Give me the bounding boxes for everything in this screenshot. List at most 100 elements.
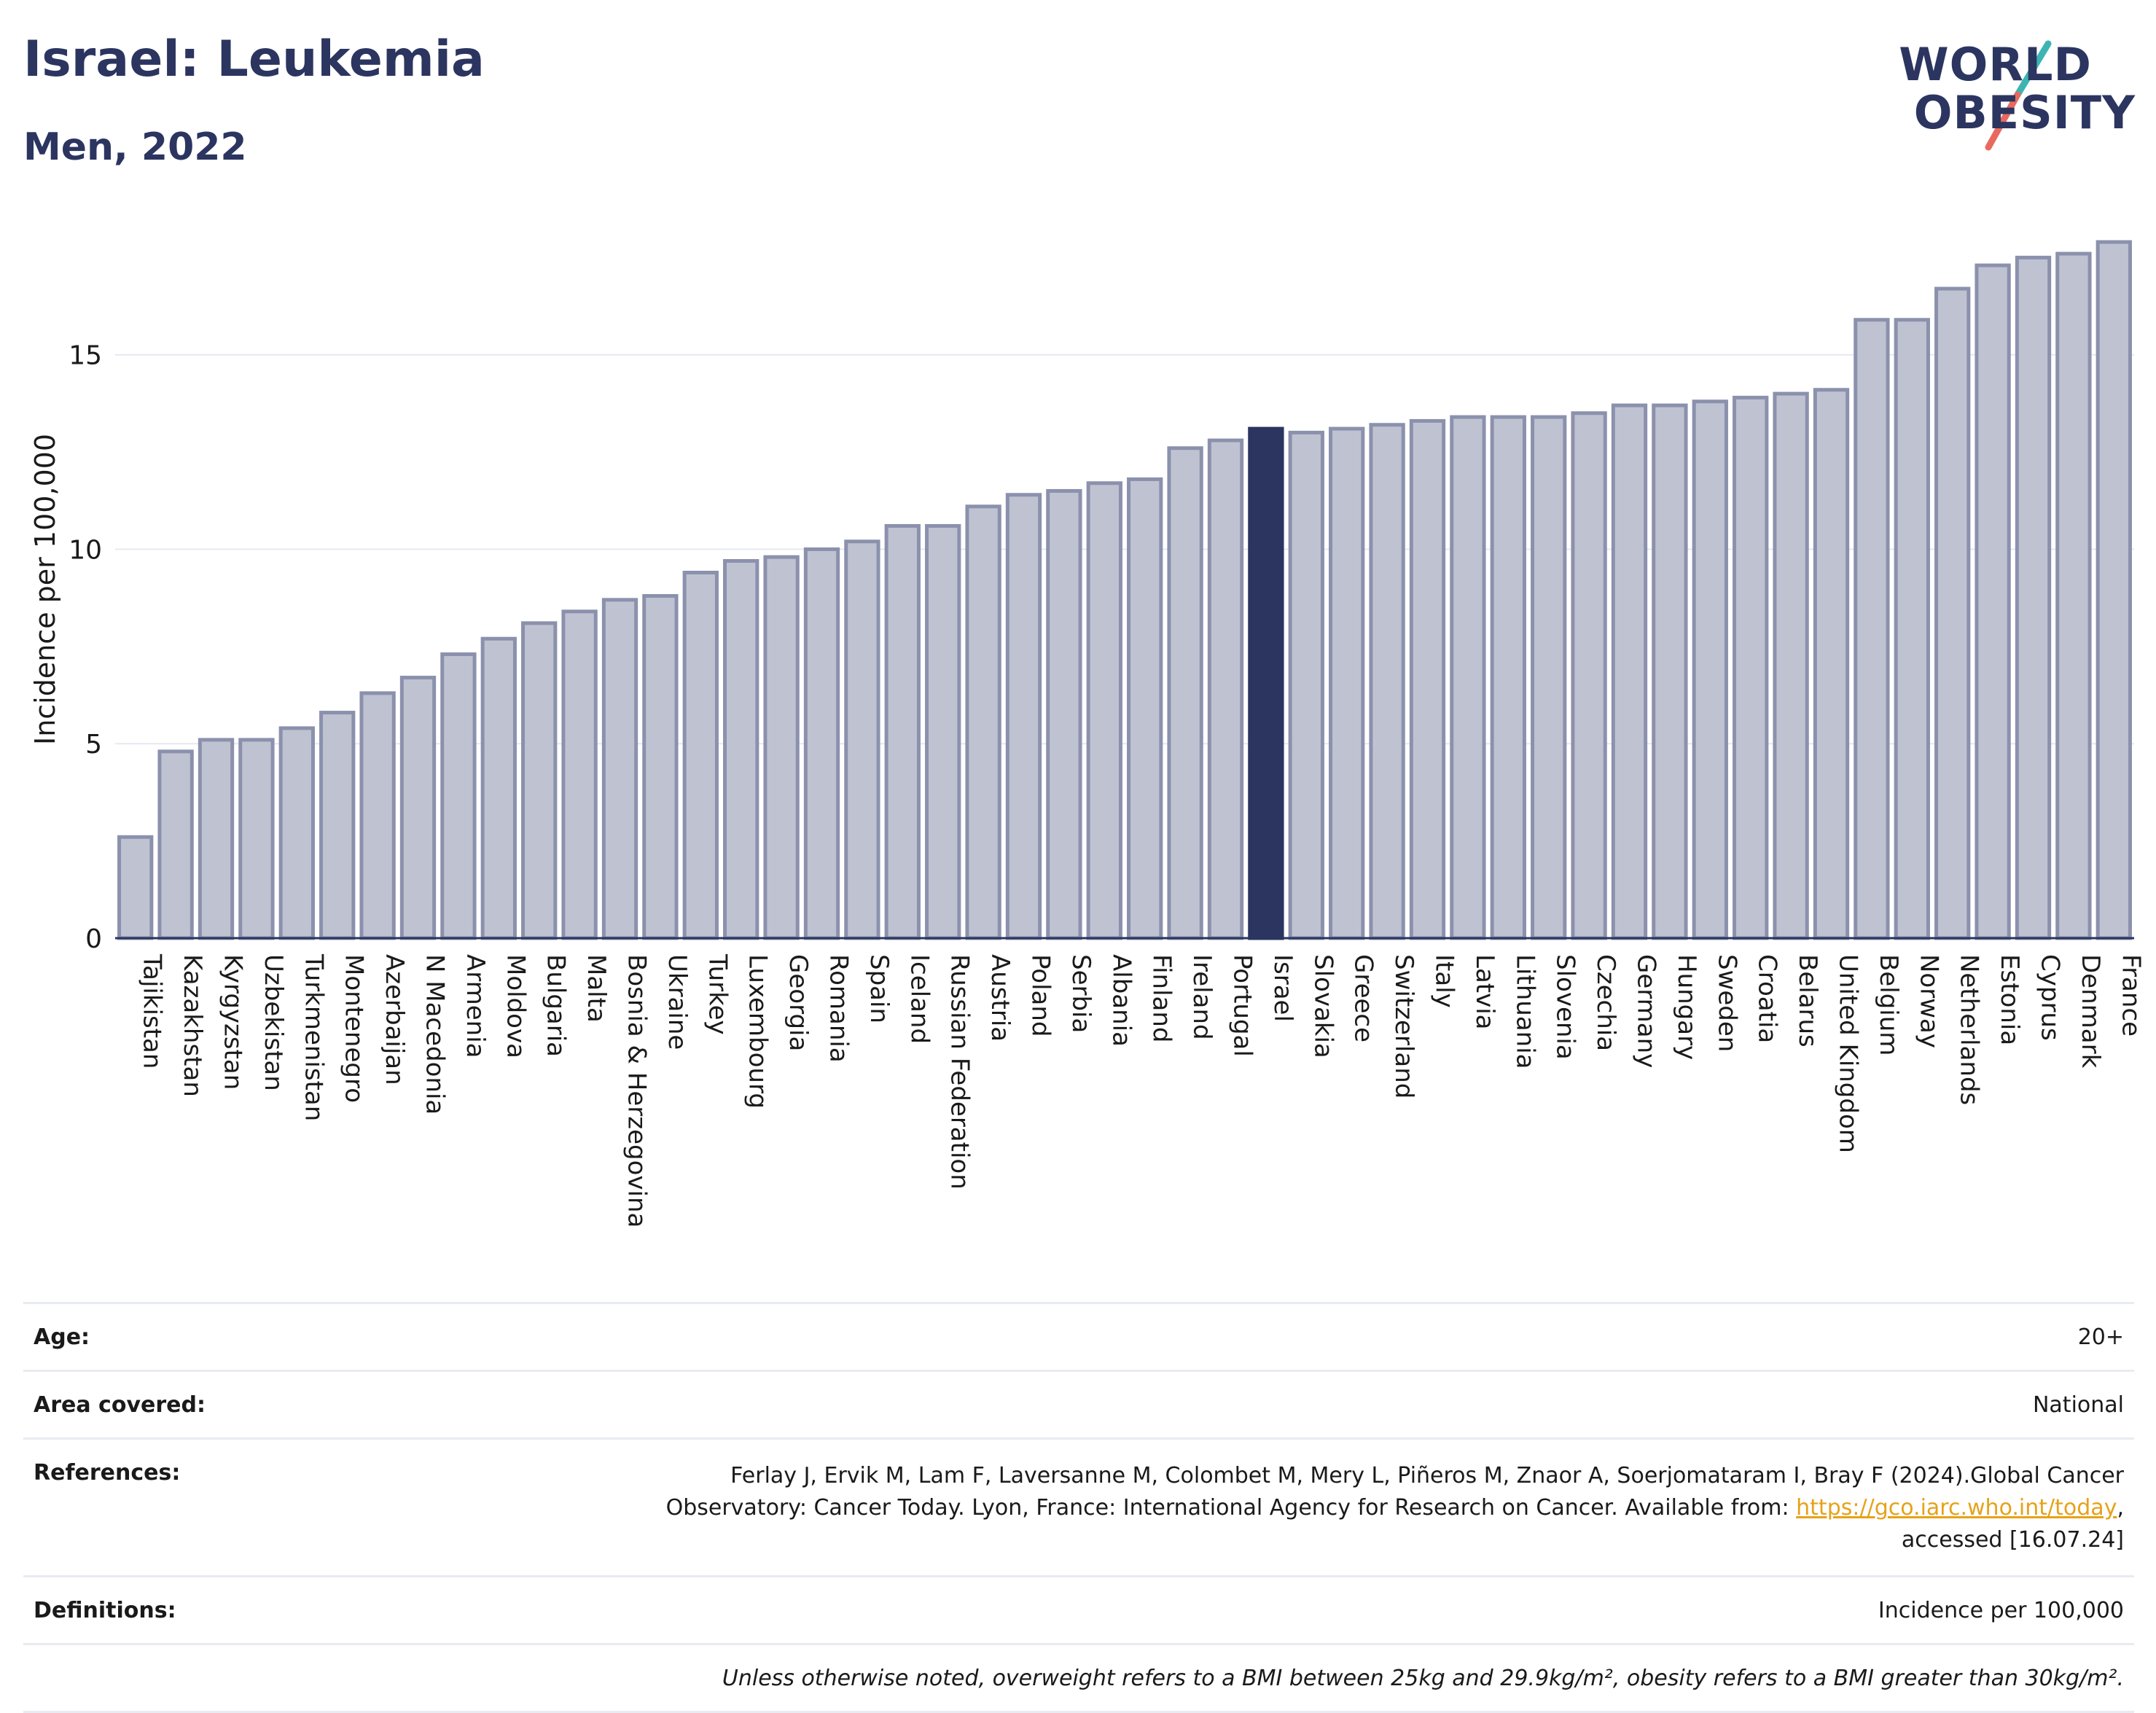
age-label: Age: [34, 1324, 90, 1350]
definitions-value: Incidence per 100,000 [1878, 1598, 2124, 1623]
bar [2015, 255, 2052, 940]
x-tick-label: Israel [1268, 954, 1297, 1022]
y-tick-label: 10 [69, 535, 102, 565]
bar-chart: 0 5 10 15 Incidence per 100,000 Tajikistan Kaz… [29, 240, 2145, 1228]
bar [1167, 446, 1203, 940]
bar [1005, 493, 1042, 940]
x-tick-label: Turkey [703, 953, 732, 1035]
references-label: References: [34, 1460, 181, 1486]
x-tick-label: Serbia [1066, 954, 1095, 1033]
x-tick-label: Turkmenistan [299, 953, 328, 1121]
bar [2096, 240, 2132, 940]
bar [723, 558, 759, 940]
bar [1571, 411, 1607, 940]
x-tick-label: Sweden [1712, 954, 1741, 1052]
info-row-references: References: Ferlay J, Ervik M, Lam F, La… [23, 1437, 2134, 1575]
info-row-area: Area covered: National [23, 1370, 2134, 1437]
bar [1854, 318, 1890, 940]
x-tick-label: Uzbekistan [259, 954, 288, 1091]
x-tick-label: Norway [1914, 954, 1943, 1048]
logo-line1: WORLD [1899, 38, 2092, 91]
bar [844, 539, 880, 940]
x-tick-label: France [2116, 954, 2145, 1037]
bar [399, 676, 437, 940]
page-title: Israel: Leukemia [23, 31, 485, 88]
x-tick-label: Germany [1632, 954, 1661, 1068]
bar [1369, 423, 1405, 940]
references-line2-end: , [2117, 1495, 2124, 1521]
bar [642, 594, 679, 940]
bar [965, 504, 1001, 940]
x-tick-label: Malta [582, 954, 611, 1023]
info-row-definitions: Definitions: Incidence per 100,000 [23, 1575, 2134, 1643]
bar [1531, 415, 1567, 940]
x-tick-label: Azerbaijan [380, 954, 409, 1085]
bar [1813, 388, 1850, 940]
y-axis-label: Incidence per 100,000 [29, 434, 61, 745]
bar [1127, 477, 1163, 940]
bar [1288, 430, 1324, 940]
bar [1248, 426, 1284, 940]
x-tick-label: Kyrgyzstan [219, 954, 248, 1090]
x-tick-label: Greece [1349, 954, 1378, 1042]
y-tick-label: 15 [69, 341, 102, 371]
area-value: National [2032, 1392, 2124, 1418]
references-line1: Ferlay J, Ervik M, Lam F, Laversanne M, … [730, 1463, 2124, 1488]
bar [1652, 403, 1688, 940]
bar [1490, 415, 1526, 940]
x-tick-label: Finland [1147, 954, 1176, 1043]
bar [440, 652, 477, 940]
x-tick-label: Hungary [1672, 954, 1701, 1060]
x-tick-label: Belgium [1874, 954, 1903, 1055]
x-tick-label: Iceland [905, 954, 934, 1044]
x-tick-label: Georgia [784, 954, 813, 1051]
x-tick-label: Lithuania [1510, 954, 1539, 1069]
x-tick-label: Bosnia & Herzegovina [622, 954, 652, 1228]
x-tick-label: Luxembourg [743, 954, 773, 1109]
bar [925, 523, 961, 940]
references-line2: Observatory: Cancer Today. Lyon, France:… [665, 1495, 1797, 1521]
x-tick-label: Romania [824, 954, 854, 1063]
x-tick-label: Poland [1026, 954, 1055, 1037]
x-tick-label: Moldova [501, 954, 530, 1058]
references-link[interactable]: https://gco.iarc.who.int/today [1796, 1495, 2117, 1521]
logo-slash-icon [1985, 40, 2052, 151]
x-tick-label: Denmark [2076, 954, 2105, 1069]
bar [319, 711, 356, 940]
bar [561, 609, 598, 940]
bar [803, 547, 840, 940]
info-row-note: Unless otherwise noted, overweight refer… [23, 1643, 2134, 1713]
x-tick-label: Switzerland [1389, 954, 1418, 1099]
bar [1086, 481, 1122, 940]
bar [157, 749, 194, 940]
y-tick-label: 5 [85, 730, 102, 760]
bar [1975, 263, 2011, 940]
x-tick-label: United Kingdom [1834, 954, 1863, 1153]
bar [278, 726, 315, 940]
age-value: 20+ [2077, 1324, 2124, 1350]
bar [521, 621, 558, 940]
x-tick-label: Kazakhstan [178, 954, 207, 1097]
bar [1329, 426, 1365, 940]
bar [884, 523, 921, 940]
bar [682, 570, 719, 940]
x-tick-label: Montenegro [340, 954, 369, 1103]
x-tick-label: Estonia [1995, 954, 2024, 1045]
x-tick-label: Spain [864, 954, 894, 1023]
x-tick-label: Russian Federation [945, 954, 975, 1190]
bar [198, 738, 235, 940]
x-tick-label: Czechia [1591, 954, 1620, 1051]
bar [238, 738, 275, 940]
x-tick-label: Albania [1106, 954, 1136, 1047]
references-value: Ferlay J, Ervik M, Lam F, Laversanne M, … [296, 1460, 2124, 1556]
x-tick-label: Slovakia [1308, 954, 1337, 1058]
x-tick-label: Latvia [1470, 954, 1499, 1030]
bar [1409, 418, 1446, 940]
info-row-age: Age: 20+ [23, 1302, 2134, 1370]
bar [1207, 438, 1244, 940]
y-tick-label: 0 [85, 924, 102, 954]
x-tick-label: Italy [1430, 954, 1459, 1008]
x-tick-label: Belarus [1793, 954, 1822, 1047]
x-tick-label: Slovenia [1551, 954, 1580, 1060]
bmi-note: Unless otherwise noted, overweight refer… [722, 1666, 2124, 1691]
